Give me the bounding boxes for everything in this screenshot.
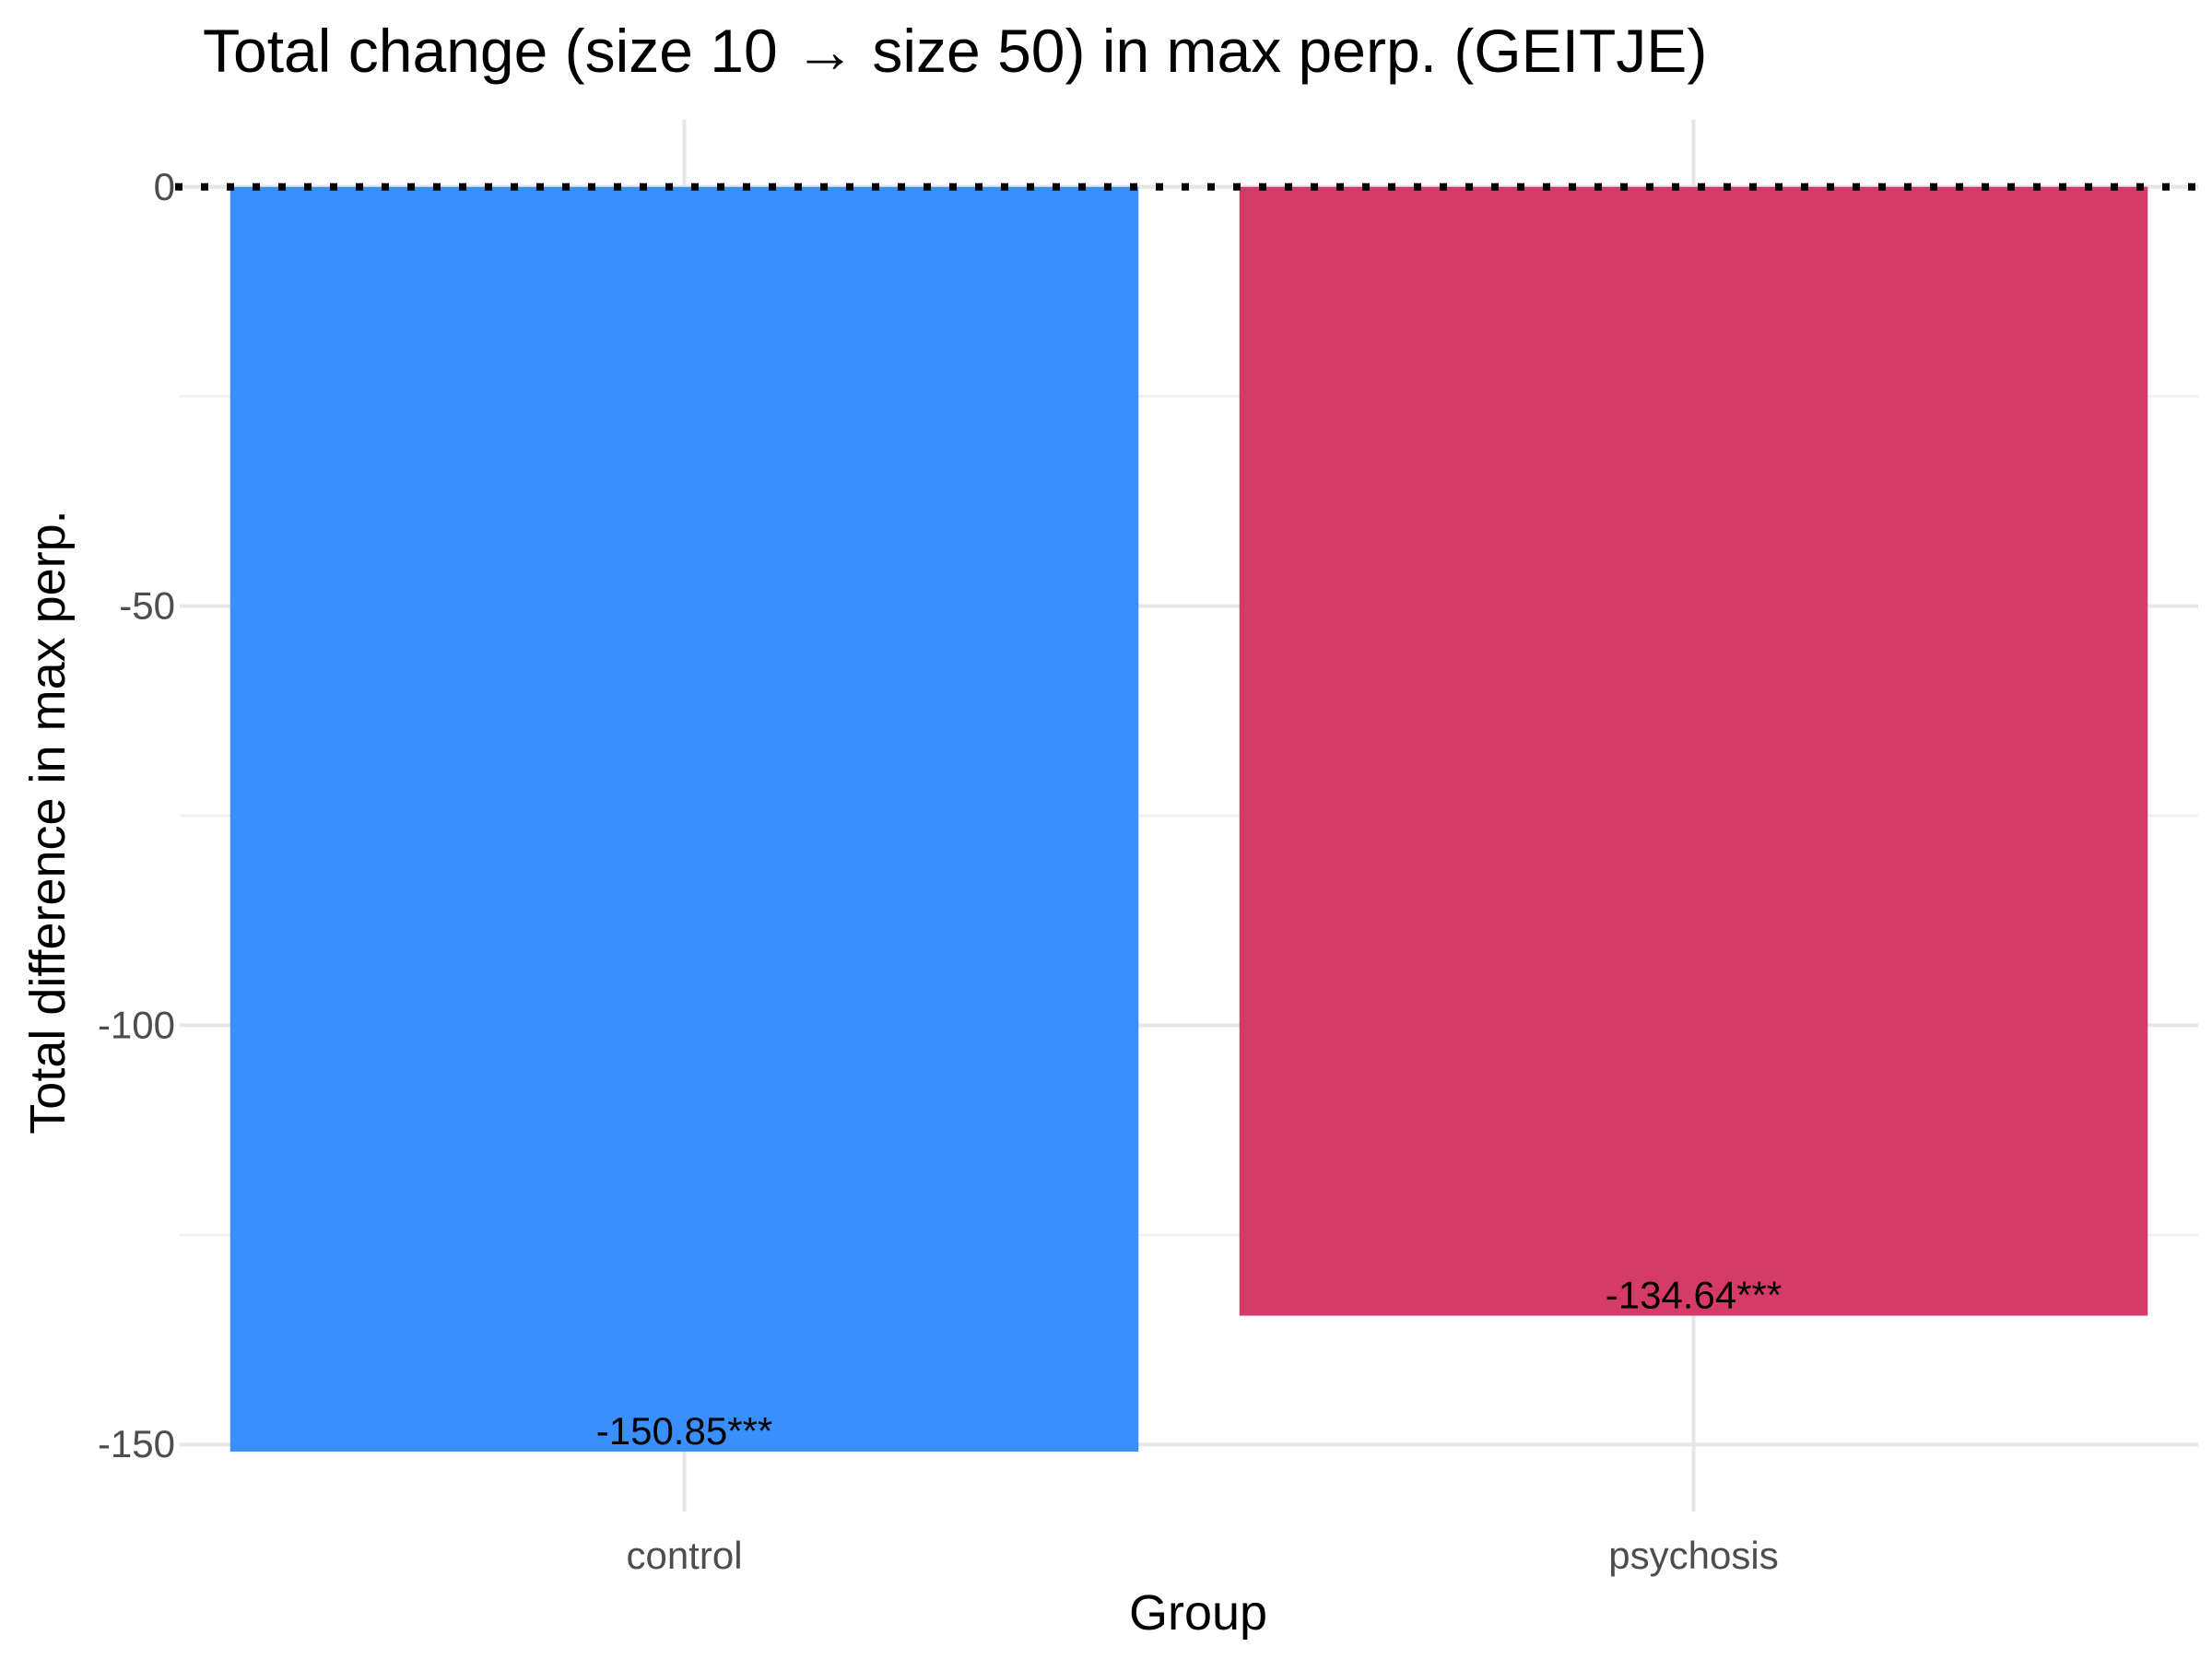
chart-title: Total change (size 10 → size 50) in max … bbox=[203, 17, 1707, 85]
data-label-psychosis: -134.64*** bbox=[1606, 1274, 1782, 1317]
data-labels: -150.85*** -134.64*** bbox=[596, 1274, 1782, 1453]
y-tick-label: -100 bbox=[98, 1003, 175, 1046]
data-label-control: -150.85*** bbox=[596, 1409, 772, 1453]
y-tick-label: -150 bbox=[98, 1422, 175, 1465]
y-tick-label: 0 bbox=[154, 165, 175, 208]
bar-control bbox=[229, 186, 1139, 1452]
y-tick-label: -50 bbox=[119, 584, 175, 628]
y-axis-title: Total difference in max perp. bbox=[20, 510, 76, 1134]
bar-psychosis bbox=[1239, 186, 2148, 1316]
x-axis-ticks: control psychosis bbox=[626, 1534, 1778, 1577]
y-axis-ticks: 0 -50 -100 -150 bbox=[98, 165, 175, 1465]
x-tick-label-control: control bbox=[626, 1534, 742, 1577]
bars bbox=[229, 186, 2148, 1452]
x-axis-title: Group bbox=[1129, 1585, 1267, 1641]
x-tick-label-psychosis: psychosis bbox=[1608, 1534, 1778, 1577]
